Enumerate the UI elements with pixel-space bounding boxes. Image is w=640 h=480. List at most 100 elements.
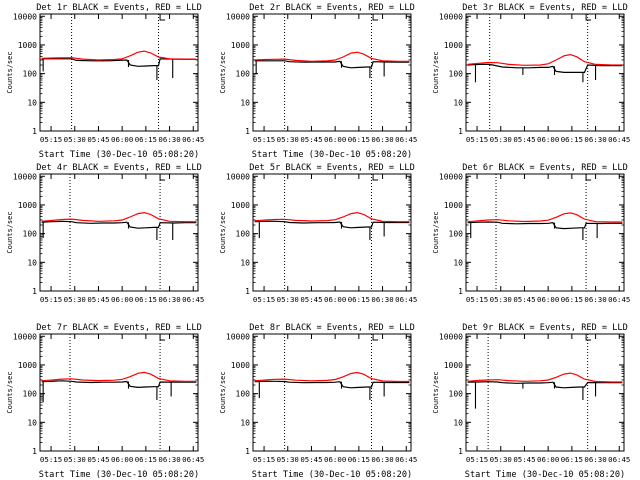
y-tick-label: 10000 <box>226 332 250 341</box>
x-tick-label: 06:45 <box>395 295 417 304</box>
events-series-line <box>467 63 623 74</box>
y-tick-label: 1 <box>245 287 250 296</box>
chart-title: Det 4r BLACK = Events, RED = LLD <box>36 163 202 173</box>
x-tick-label: 06:30 <box>584 455 606 464</box>
y-tick-label: 10 <box>240 418 250 427</box>
marker-bracket <box>159 334 166 341</box>
x-tick-label: 05:45 <box>513 295 535 304</box>
y-tick-label: 100 <box>236 70 251 79</box>
panel-det4: Det 4r BLACK = Events, RED = LLD Counts/s… <box>0 160 213 320</box>
y-axis-label: Counts/sec <box>6 371 14 413</box>
chart-title: Det 7r BLACK = Events, RED = LLD <box>36 323 202 333</box>
x-tick-label: 06:45 <box>608 295 630 304</box>
marker-bracket <box>372 174 379 181</box>
x-tick-label: 06:00 <box>537 295 559 304</box>
y-tick-label: 1000 <box>444 201 463 210</box>
x-tick-label: 05:30 <box>277 295 299 304</box>
marker-bracket <box>372 334 379 341</box>
x-tick-label: 05:15 <box>40 135 62 144</box>
x-tick-label: 06:15 <box>348 135 370 144</box>
y-tick-label: 100 <box>449 390 464 399</box>
x-tick-label: 06:15 <box>561 295 583 304</box>
x-tick-label: 05:30 <box>64 295 86 304</box>
x-tick-label: 05:30 <box>490 135 512 144</box>
x-tick-label: 06:15 <box>561 135 583 144</box>
x-tick-label: 05:45 <box>87 295 109 304</box>
x-tick-label: 06:00 <box>111 455 133 464</box>
x-tick-label: 06:00 <box>324 295 346 304</box>
x-tick-label: 05:30 <box>277 455 299 464</box>
x-tick-label: 06:30 <box>584 295 606 304</box>
x-tick-label: 06:45 <box>608 135 630 144</box>
x-tick-label: 06:30 <box>158 295 180 304</box>
x-tick-label: 06:30 <box>584 135 606 144</box>
y-tick-label: 10000 <box>226 172 250 181</box>
plot-frame <box>252 333 412 452</box>
y-tick-label: 10000 <box>439 12 463 21</box>
panel-det9: Det 9r BLACK = Events, RED = LLD Counts/s… <box>426 320 639 480</box>
panel-det5: Det 5r BLACK = Events, RED = LLD Counts/s… <box>213 160 426 320</box>
lld-series-line <box>41 371 197 382</box>
chart-title: Det 6r BLACK = Events, RED = LLD <box>462 163 628 173</box>
y-tick-label: 10000 <box>13 332 37 341</box>
panel-det1: Det 1r BLACK = Events, RED = LLD Counts/s… <box>0 0 213 160</box>
lld-series-line <box>254 371 410 383</box>
plot-frame <box>465 13 625 132</box>
panel-det7: Det 7r BLACK = Events, RED = LLD Counts/s… <box>0 320 213 480</box>
y-tick-label: 1000 <box>231 41 250 50</box>
y-tick-label: 1000 <box>18 201 37 210</box>
y-tick-label: 1000 <box>18 361 37 370</box>
y-axis-label: Counts/sec <box>219 371 227 413</box>
marker-bracket <box>585 14 592 21</box>
x-axis-label: Start Time (30-Dec-10 05:08:20) <box>252 150 412 160</box>
x-axis-label: Start Time (30-Dec-10 05:08:20) <box>39 470 199 480</box>
x-tick-label: 06:15 <box>135 135 157 144</box>
x-axis-label: Start Time (30-Dec-10 05:08:20) <box>465 470 625 480</box>
panel-det3: Det 3r BLACK = Events, RED = LLD Counts/s… <box>426 0 639 160</box>
y-tick-label: 10000 <box>439 172 463 181</box>
y-tick-label: 1 <box>32 287 37 296</box>
chart-title: Det 5r BLACK = Events, RED = LLD <box>249 163 415 173</box>
x-tick-label: 05:45 <box>300 295 322 304</box>
chart-title: Det 8r BLACK = Events, RED = LLD <box>249 323 415 333</box>
plot-frame <box>252 173 412 292</box>
y-tick-label: 1000 <box>444 361 463 370</box>
y-axis-label: Counts/sec <box>432 371 440 413</box>
x-tick-label: 06:45 <box>182 455 204 464</box>
x-tick-label: 05:15 <box>253 295 275 304</box>
events-series-line <box>467 381 623 389</box>
x-tick-label: 06:30 <box>371 135 393 144</box>
marker-bracket <box>159 174 166 181</box>
x-tick-label: 05:30 <box>277 135 299 144</box>
panel-det6: Det 6r BLACK = Events, RED = LLD Counts/s… <box>426 160 639 320</box>
lld-series-line <box>467 212 623 223</box>
y-axis-label: Counts/sec <box>432 211 440 253</box>
chart-title: Det 1r BLACK = Events, RED = LLD <box>36 3 202 13</box>
y-tick-label: 100 <box>449 230 464 239</box>
events-series-line <box>254 380 410 389</box>
y-tick-label: 10 <box>27 258 37 267</box>
events-series-line <box>254 60 410 69</box>
x-tick-label: 05:30 <box>490 295 512 304</box>
x-tick-label: 06:45 <box>608 455 630 464</box>
x-tick-label: 06:30 <box>371 455 393 464</box>
y-tick-label: 10 <box>240 258 250 267</box>
y-tick-label: 10000 <box>13 12 37 21</box>
y-tick-label: 10 <box>453 98 463 107</box>
x-tick-label: 05:15 <box>40 455 62 464</box>
y-tick-label: 1 <box>458 287 463 296</box>
y-tick-label: 1 <box>32 447 37 456</box>
x-tick-label: 05:30 <box>64 455 86 464</box>
x-tick-label: 06:45 <box>395 455 417 464</box>
lld-series-line <box>467 53 623 66</box>
lld-series-line <box>41 211 197 223</box>
x-tick-label: 05:45 <box>300 455 322 464</box>
y-axis-label: Counts/sec <box>219 211 227 253</box>
marker-bracket <box>372 14 379 21</box>
chart-title: Det 9r BLACK = Events, RED = LLD <box>462 323 628 333</box>
x-tick-label: 06:15 <box>135 455 157 464</box>
x-tick-label: 05:45 <box>300 135 322 144</box>
y-tick-label: 10000 <box>226 12 250 21</box>
x-tick-label: 05:45 <box>513 135 535 144</box>
x-tick-label: 06:00 <box>324 135 346 144</box>
